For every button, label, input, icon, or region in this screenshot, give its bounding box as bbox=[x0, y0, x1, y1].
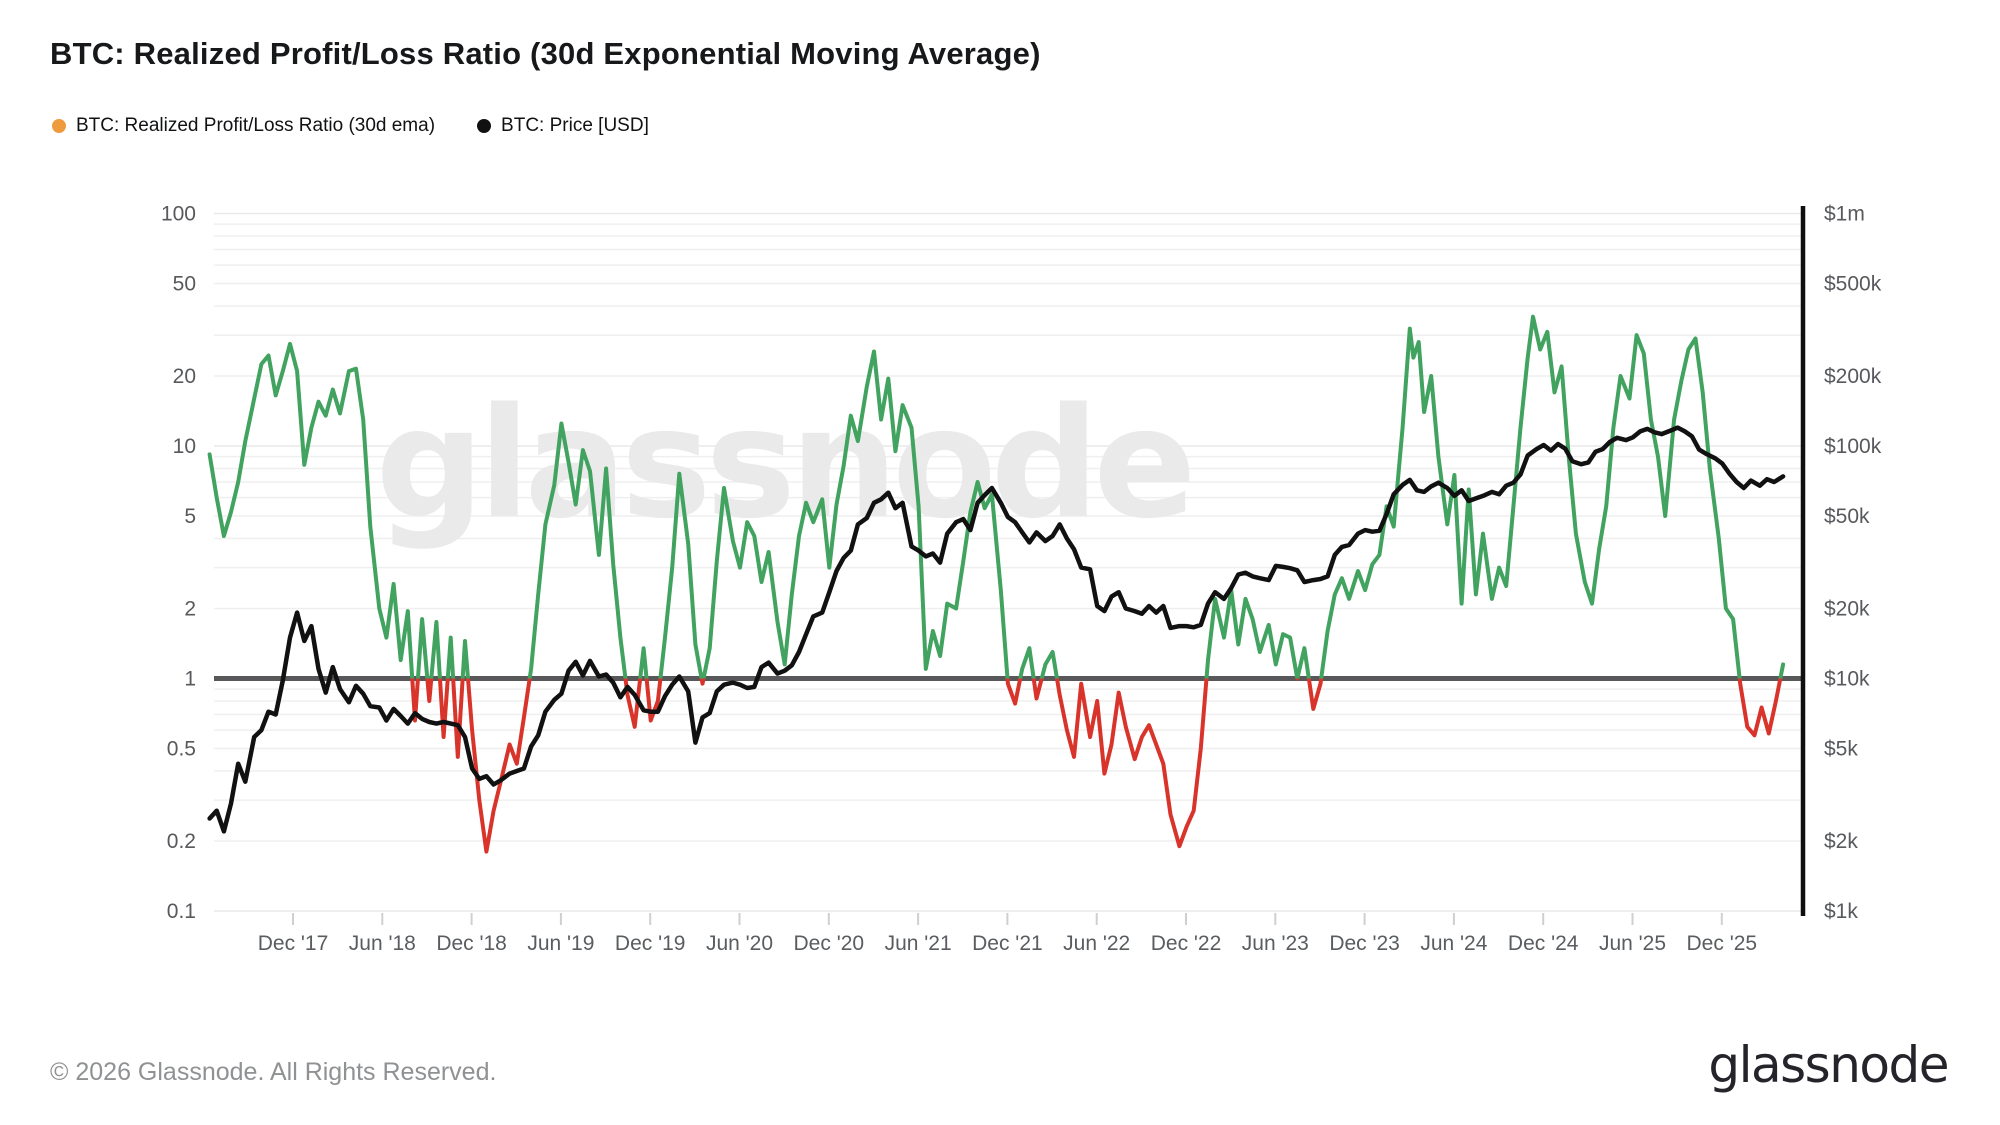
x-axis-label: Dec '20 bbox=[794, 932, 865, 955]
x-axis-label: Dec '19 bbox=[615, 932, 686, 955]
y-right-label: $100k bbox=[1824, 435, 1882, 458]
y-left-label: 20 bbox=[173, 365, 196, 388]
grid bbox=[214, 212, 1802, 912]
y-right-label: $1m bbox=[1824, 203, 1865, 226]
series-layer bbox=[207, 314, 1786, 854]
legend-dot-ratio-icon bbox=[52, 119, 66, 133]
y-left-label: 100 bbox=[161, 203, 196, 226]
legend-dot-price-icon bbox=[477, 119, 492, 133]
y-right-label: $50k bbox=[1824, 505, 1870, 528]
y-right-label: $5k bbox=[1824, 738, 1858, 761]
watermark: glassnode bbox=[376, 375, 1191, 552]
x-ticks bbox=[292, 913, 1723, 925]
copyright-text: © 2026 Glassnode. All Rights Reserved. bbox=[50, 1058, 497, 1086]
x-axis-label: Jun '25 bbox=[1599, 932, 1666, 955]
ratio-line-loss-segment bbox=[410, 678, 1783, 854]
x-axis-label: Jun '24 bbox=[1420, 932, 1487, 955]
y-left-label: 50 bbox=[173, 273, 196, 296]
x-axis-label: Dec '23 bbox=[1329, 932, 1400, 955]
y-right-label: $200k bbox=[1824, 365, 1882, 388]
y-right-label: $10k bbox=[1824, 668, 1870, 691]
y-left-label: 10 bbox=[173, 435, 196, 458]
axis-labels: 100 50 20 10 5 2 1 0.5 0.2 0.1 $1m $500k $200k $100k $… bbox=[161, 203, 1882, 956]
x-axis-label: Dec '22 bbox=[1151, 932, 1222, 955]
y-right-label: $500k bbox=[1824, 273, 1882, 296]
price-line bbox=[207, 425, 1786, 834]
x-axis-label: Jun '22 bbox=[1063, 932, 1130, 955]
x-axis-label: Jun '23 bbox=[1242, 932, 1309, 955]
y-left-label: 0.2 bbox=[167, 830, 196, 853]
x-axis-label: Jun '18 bbox=[349, 932, 416, 955]
y-left-label: 2 bbox=[184, 598, 196, 621]
y-right-label: $2k bbox=[1824, 830, 1858, 853]
x-axis-label: Dec '17 bbox=[258, 932, 329, 955]
y-left-label: 1 bbox=[184, 668, 196, 691]
x-axis-label: Dec '18 bbox=[436, 932, 507, 955]
x-axis-label: Jun '21 bbox=[885, 932, 952, 955]
y-right-label: $1k bbox=[1824, 900, 1858, 923]
glassnode-logo: glassnode bbox=[1708, 1036, 1949, 1094]
x-axis-label: Dec '21 bbox=[972, 932, 1043, 955]
y-left-label: 0.5 bbox=[167, 738, 196, 761]
legend-label-ratio: BTC: Realized Profit/Loss Ratio (30d ema… bbox=[76, 115, 436, 136]
legend: BTC: Realized Profit/Loss Ratio (30d ema… bbox=[52, 115, 649, 137]
legend-label-price: BTC: Price [USD] bbox=[501, 115, 649, 136]
x-axis-label: Jun '20 bbox=[706, 932, 773, 955]
legend-item-price[interactable]: BTC: Price [USD] bbox=[477, 115, 649, 137]
x-axis-label: Dec '24 bbox=[1508, 932, 1579, 955]
legend-item-ratio[interactable]: BTC: Realized Profit/Loss Ratio (30d ema… bbox=[52, 115, 435, 137]
ratio-line-profit-segment bbox=[207, 314, 1786, 679]
x-axis-label: Jun '19 bbox=[527, 932, 594, 955]
y-left-label: 5 bbox=[184, 505, 196, 528]
y-left-label: 0.1 bbox=[167, 900, 196, 923]
x-axis-label: Dec '25 bbox=[1687, 932, 1758, 955]
y-right-label: $20k bbox=[1824, 598, 1870, 621]
page-title: BTC: Realized Profit/Loss Ratio (30d Exp… bbox=[50, 36, 1041, 71]
